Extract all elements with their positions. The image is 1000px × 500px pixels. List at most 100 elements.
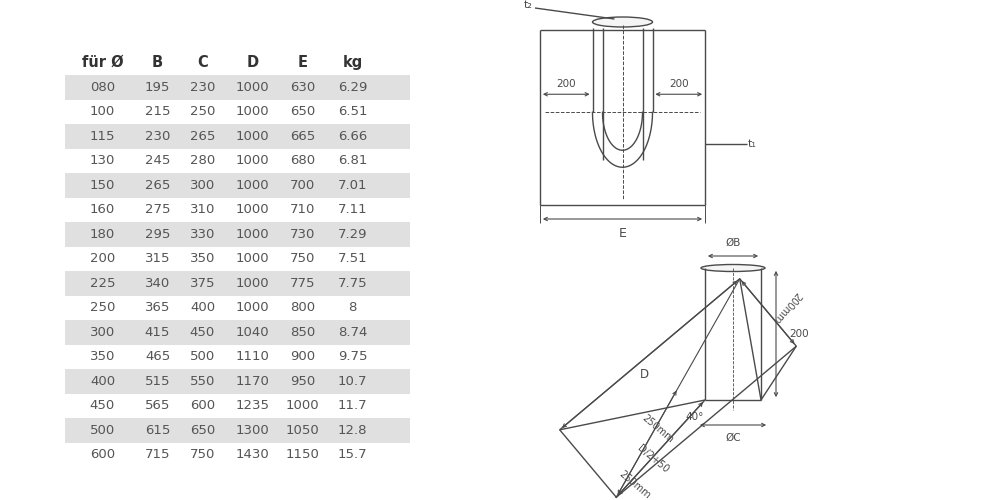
Text: 250: 250 [190, 106, 215, 118]
Text: 600: 600 [190, 400, 215, 412]
Text: 700: 700 [290, 179, 315, 192]
Ellipse shape [701, 264, 765, 272]
Text: 200: 200 [669, 79, 689, 89]
Text: 115: 115 [90, 130, 115, 143]
Text: E: E [619, 227, 626, 240]
Text: 1040: 1040 [236, 326, 269, 339]
Text: 1000: 1000 [236, 106, 269, 118]
Text: 415: 415 [145, 326, 170, 339]
FancyBboxPatch shape [65, 320, 410, 344]
Text: 450: 450 [190, 326, 215, 339]
Text: 130: 130 [90, 154, 115, 168]
Text: 1430: 1430 [236, 448, 269, 462]
Text: 1300: 1300 [236, 424, 269, 437]
Text: 365: 365 [145, 301, 170, 314]
Text: 195: 195 [145, 81, 170, 94]
Text: 180: 180 [90, 228, 115, 241]
Text: 1000: 1000 [236, 277, 269, 290]
Text: 40°: 40° [686, 412, 704, 422]
Text: 295: 295 [145, 228, 170, 241]
Text: 15.7: 15.7 [338, 448, 367, 462]
Text: 615: 615 [145, 424, 170, 437]
Text: 200: 200 [556, 79, 576, 89]
FancyBboxPatch shape [65, 271, 410, 295]
Text: 7.01: 7.01 [338, 179, 367, 192]
Text: 1110: 1110 [236, 350, 269, 363]
Text: 350: 350 [90, 350, 115, 363]
Text: 9.75: 9.75 [338, 350, 367, 363]
Text: 375: 375 [190, 277, 215, 290]
Text: 1000: 1000 [286, 400, 319, 412]
Text: 550: 550 [190, 375, 215, 388]
Text: ØB: ØB [725, 238, 741, 248]
Text: 275: 275 [145, 204, 170, 216]
FancyBboxPatch shape [65, 369, 410, 394]
Text: 1000: 1000 [236, 130, 269, 143]
Text: 775: 775 [290, 277, 315, 290]
Text: 11.7: 11.7 [338, 400, 367, 412]
Text: 330: 330 [190, 228, 215, 241]
Text: ØC: ØC [725, 433, 741, 443]
Text: 680: 680 [290, 154, 315, 168]
Text: 1000: 1000 [236, 252, 269, 265]
Text: 225: 225 [90, 277, 115, 290]
FancyBboxPatch shape [65, 75, 410, 100]
Text: 315: 315 [145, 252, 170, 265]
Text: 900: 900 [290, 350, 315, 363]
Text: 080: 080 [90, 81, 115, 94]
Text: 730: 730 [290, 228, 315, 241]
Text: 10.7: 10.7 [338, 375, 367, 388]
Text: 715: 715 [145, 448, 170, 462]
Text: D: D [246, 55, 259, 70]
Text: 250mm: 250mm [617, 470, 652, 500]
Text: 850: 850 [290, 326, 315, 339]
Text: 250mm: 250mm [640, 412, 675, 444]
Text: 280: 280 [190, 154, 215, 168]
Text: 1235: 1235 [236, 400, 270, 412]
Text: 6.51: 6.51 [338, 106, 367, 118]
Text: 650: 650 [190, 424, 215, 437]
FancyBboxPatch shape [65, 418, 410, 442]
Text: 7.11: 7.11 [338, 204, 367, 216]
Text: 565: 565 [145, 400, 170, 412]
Text: 710: 710 [290, 204, 315, 216]
Text: 300: 300 [90, 326, 115, 339]
Text: 8.74: 8.74 [338, 326, 367, 339]
Text: C: C [197, 55, 208, 70]
Text: 1170: 1170 [236, 375, 269, 388]
Text: für Ø: für Ø [82, 55, 123, 70]
Text: 665: 665 [290, 130, 315, 143]
Text: 265: 265 [190, 130, 215, 143]
Text: 8: 8 [348, 301, 357, 314]
Text: 310: 310 [190, 204, 215, 216]
FancyBboxPatch shape [65, 222, 410, 246]
FancyBboxPatch shape [65, 124, 410, 148]
Text: 150: 150 [90, 179, 115, 192]
Text: 750: 750 [190, 448, 215, 462]
Text: 1000: 1000 [236, 179, 269, 192]
Text: 340: 340 [145, 277, 170, 290]
Text: D/2+50: D/2+50 [635, 442, 670, 474]
Text: 465: 465 [145, 350, 170, 363]
Text: kg: kg [342, 55, 363, 70]
Text: 7.51: 7.51 [338, 252, 367, 265]
Text: 200mm: 200mm [770, 290, 802, 325]
Text: 1050: 1050 [286, 424, 319, 437]
Text: 950: 950 [290, 375, 315, 388]
Text: 600: 600 [90, 448, 115, 462]
Text: 200: 200 [789, 329, 809, 339]
Text: 100: 100 [90, 106, 115, 118]
Text: 350: 350 [190, 252, 215, 265]
Text: 12.8: 12.8 [338, 424, 367, 437]
Text: 6.81: 6.81 [338, 154, 367, 168]
Text: 450: 450 [90, 400, 115, 412]
Text: 650: 650 [290, 106, 315, 118]
Text: 7.29: 7.29 [338, 228, 367, 241]
Text: 515: 515 [145, 375, 170, 388]
Ellipse shape [592, 17, 652, 27]
Text: 1150: 1150 [286, 448, 319, 462]
Text: 1000: 1000 [236, 228, 269, 241]
Text: 630: 630 [290, 81, 315, 94]
Text: 6.66: 6.66 [338, 130, 367, 143]
Text: B: B [152, 55, 163, 70]
